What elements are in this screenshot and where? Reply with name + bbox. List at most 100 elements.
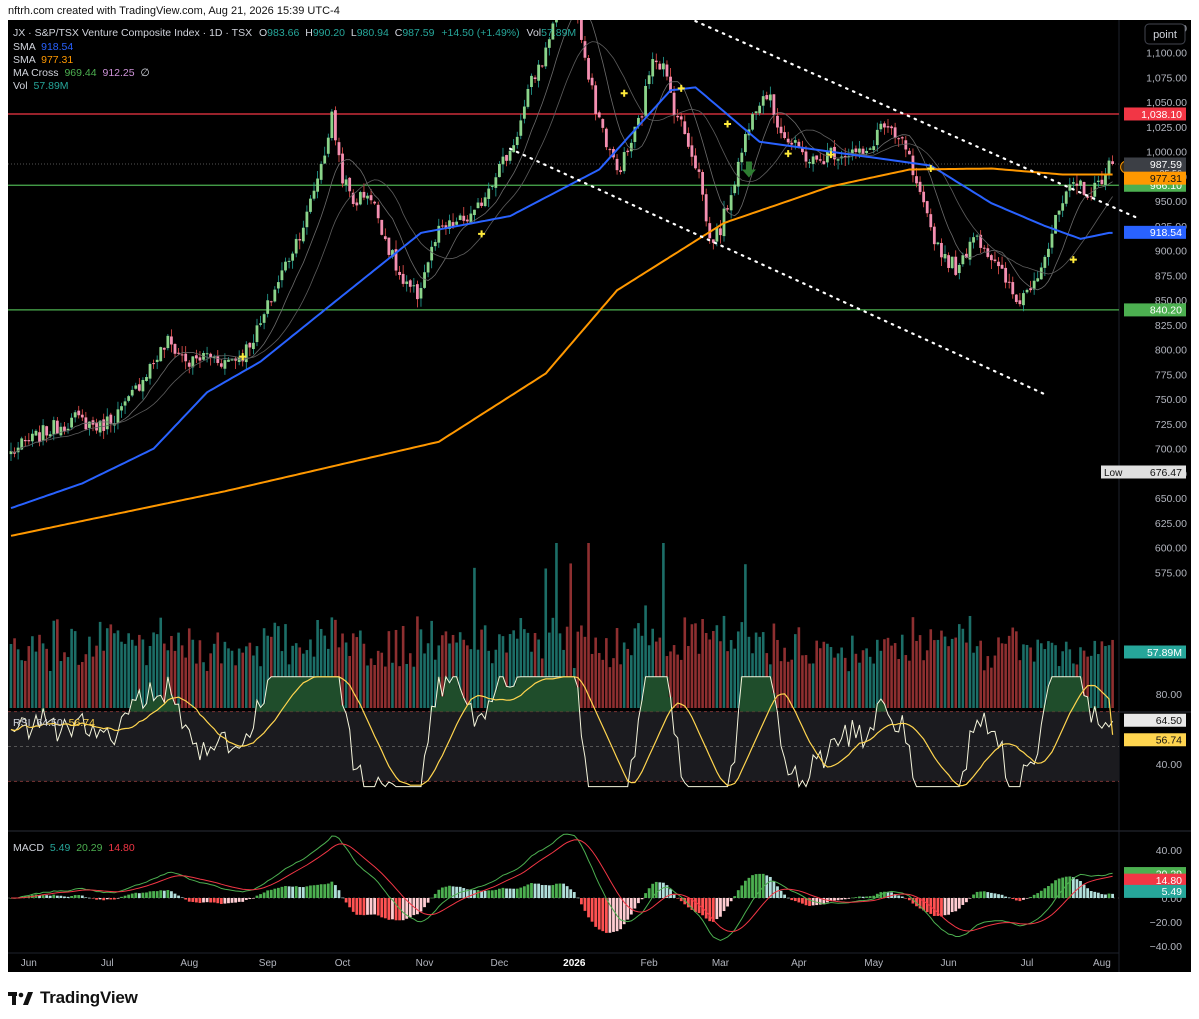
macd-histogram-bar bbox=[918, 898, 922, 909]
volume-bar bbox=[1064, 641, 1068, 708]
legend-vol-row: Vol 57.89M bbox=[13, 80, 69, 92]
candle-up bbox=[287, 260, 291, 262]
trendline-0[interactable] bbox=[606, 0, 1139, 220]
candle-down bbox=[1000, 264, 1004, 269]
macd-histogram-bar bbox=[416, 898, 419, 915]
volume-bar bbox=[451, 634, 455, 708]
volume-bar bbox=[637, 623, 640, 708]
macd-histogram-bar bbox=[943, 898, 947, 916]
volume-bar bbox=[808, 663, 811, 708]
candle-down bbox=[80, 414, 84, 418]
volume-bar bbox=[783, 647, 786, 708]
volume-tag-bg bbox=[1124, 645, 1186, 659]
candle-up bbox=[280, 270, 284, 281]
tradingview-footer[interactable]: TradingView bbox=[8, 986, 138, 1010]
volume-bar bbox=[687, 646, 690, 708]
macd-histogram-bar bbox=[266, 890, 270, 898]
legend-sma-fast-row: SMA 918.54 bbox=[13, 41, 73, 53]
volume-bar bbox=[441, 635, 444, 708]
time-tick-label: Nov bbox=[416, 958, 434, 969]
volume-bar bbox=[597, 652, 601, 708]
candle-down bbox=[77, 410, 81, 416]
macd-histogram-bar bbox=[202, 898, 205, 903]
volume-bar bbox=[426, 643, 430, 708]
volume-bar bbox=[344, 642, 348, 708]
volume-bar bbox=[1047, 641, 1050, 708]
macd-histogram-bar bbox=[241, 898, 245, 902]
candle-up bbox=[872, 146, 876, 151]
macd-tick-label: −40.00 bbox=[1150, 941, 1183, 953]
candle-up bbox=[262, 314, 266, 323]
candle-up bbox=[316, 178, 319, 192]
macd-histogram-bar bbox=[822, 898, 826, 905]
macd-histogram-bar bbox=[1093, 891, 1097, 898]
candle-up bbox=[551, 23, 555, 40]
candle-up bbox=[437, 225, 441, 243]
volume-bar bbox=[152, 632, 155, 708]
tradingview-brand: TradingView bbox=[40, 988, 138, 1007]
candles-layer bbox=[9, 0, 1114, 461]
macd-histogram-bar bbox=[858, 896, 861, 898]
candle-down bbox=[13, 452, 16, 454]
macd-histogram-bar bbox=[259, 894, 262, 898]
candle-down bbox=[854, 148, 858, 153]
candle-up bbox=[423, 272, 426, 288]
candle-up bbox=[644, 85, 647, 117]
macd-histogram-bar bbox=[961, 898, 965, 905]
macd-histogram-bar bbox=[80, 895, 84, 898]
macd-histogram-bar bbox=[815, 898, 819, 906]
candle-down bbox=[918, 181, 922, 192]
candle-down bbox=[697, 169, 701, 172]
candle-up bbox=[66, 428, 70, 431]
candle-up bbox=[754, 111, 758, 114]
trendline-1[interactable] bbox=[509, 147, 1046, 396]
volume-bar bbox=[98, 621, 102, 708]
macd-histogram-bar bbox=[772, 881, 776, 898]
macd-histogram-bar bbox=[540, 885, 544, 898]
candle-down bbox=[797, 141, 801, 148]
volume-bar bbox=[908, 660, 911, 708]
time-tick-label: Mar bbox=[712, 958, 730, 969]
volume-bar bbox=[900, 634, 904, 708]
candle-down bbox=[298, 239, 302, 241]
volume-bar bbox=[1043, 649, 1047, 708]
macd-histogram-bar bbox=[391, 898, 394, 920]
candle-up bbox=[733, 184, 737, 194]
volume-bar bbox=[416, 616, 419, 708]
macd-histogram-bar bbox=[665, 885, 669, 898]
macd-histogram-bar bbox=[1022, 898, 1025, 900]
candle-down bbox=[604, 128, 608, 148]
candle-up bbox=[273, 289, 277, 302]
candle-up bbox=[230, 359, 234, 361]
candle-up bbox=[323, 155, 327, 164]
volume-bar bbox=[904, 655, 908, 708]
chart-svg[interactable]: D 575.00600.00625.00650.00675.00700.0072… bbox=[8, 0, 1191, 972]
volume-bar bbox=[223, 641, 227, 708]
volume-bar bbox=[1032, 661, 1036, 708]
volume-bar bbox=[736, 631, 740, 708]
macd-histogram-bar bbox=[1111, 893, 1114, 898]
scale-mode-label[interactable]: point bbox=[1153, 29, 1177, 41]
candle-down bbox=[676, 115, 680, 118]
macd-histogram-bar bbox=[950, 898, 954, 913]
candle-down bbox=[861, 148, 865, 155]
macd-histogram-bar bbox=[294, 886, 298, 898]
price-tick-label: 600.00 bbox=[1155, 543, 1187, 555]
volume-bar bbox=[498, 634, 501, 708]
macd-histogram-bar bbox=[237, 898, 241, 902]
macd-histogram-bar bbox=[423, 898, 426, 908]
candle-down bbox=[177, 352, 180, 354]
candle-down bbox=[376, 204, 380, 219]
scale-mode-button[interactable]: point bbox=[1144, 23, 1186, 45]
chart-canvas[interactable]: D 575.00600.00625.00650.00675.00700.0072… bbox=[8, 0, 1191, 972]
volume-bar bbox=[875, 639, 879, 708]
volume-bar bbox=[490, 663, 494, 708]
volume-bar bbox=[925, 650, 929, 708]
volume-bar bbox=[672, 645, 676, 708]
macd-histogram-bar bbox=[1061, 877, 1065, 898]
legend-high: 990.20 bbox=[313, 27, 345, 39]
macd-histogram-bar bbox=[925, 898, 929, 913]
candle-up bbox=[743, 134, 747, 153]
candle-down bbox=[686, 133, 690, 147]
macd-histogram-bar bbox=[448, 885, 451, 898]
